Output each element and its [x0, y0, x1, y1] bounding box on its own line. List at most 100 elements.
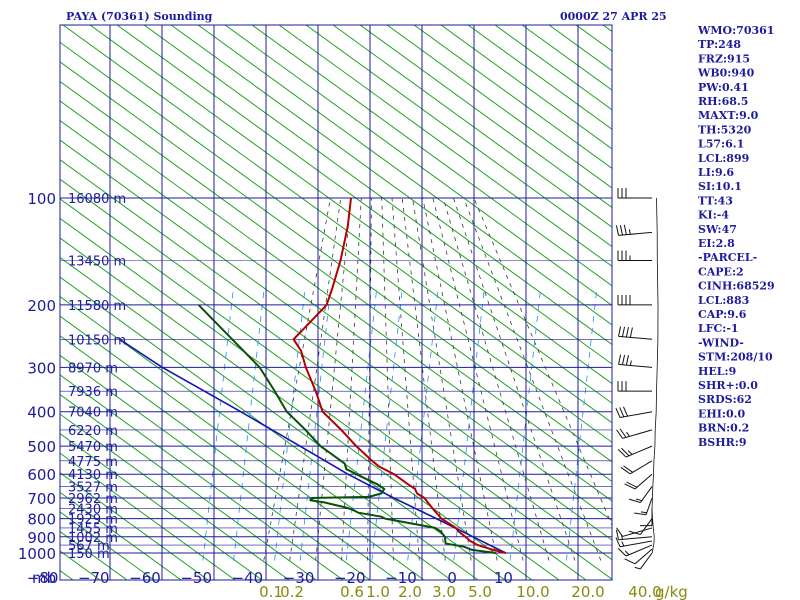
index-value: BSHR:9	[698, 436, 747, 449]
height-label: 5470 m	[68, 440, 118, 455]
dry-adiabat-line	[60, 217, 560, 580]
dry-adiabat-line	[170, 25, 612, 346]
wind-barb-shaft	[645, 497, 653, 515]
pressure-label: 600	[27, 466, 56, 484]
parcel-trace	[119, 338, 507, 554]
mixing-ratio-line	[233, 288, 265, 561]
wind-barb	[620, 460, 653, 475]
dry-adiabat-line	[60, 100, 612, 502]
wind-barb-flag	[624, 558, 636, 565]
dry-adiabat-line	[386, 25, 612, 189]
index-value: LCL:883	[698, 294, 749, 307]
height-label: 10150 m	[68, 333, 126, 348]
mixing-ratio-line	[407, 288, 439, 561]
index-value: SI:10.1	[698, 180, 742, 193]
wind-barb-flag	[618, 326, 622, 337]
mixing-ratio-label: 20.0	[571, 583, 604, 600]
index-value: TT:43	[698, 194, 733, 207]
mixing-ratio-label: 1.0	[366, 583, 390, 600]
pressure-label: 300	[27, 359, 56, 377]
wind-barb	[617, 445, 653, 458]
index-value: WB0:940	[697, 67, 755, 80]
moist-adiabat-line	[401, 197, 446, 561]
wind-barb-flag	[624, 483, 636, 490]
temperature-trace	[292, 197, 507, 554]
moist-adiabat-line	[381, 197, 394, 561]
wind-barb	[624, 548, 653, 565]
wind-barb-flag	[619, 407, 625, 418]
pressure-label: 1000	[18, 545, 56, 563]
dry-adiabat-line	[60, 315, 425, 580]
wind-barb	[615, 406, 653, 419]
dry-adiabat-line	[60, 335, 398, 580]
wind-barb	[634, 552, 653, 570]
mixing-ratio-label: 10.0	[516, 583, 549, 600]
dry-adiabat-line	[60, 393, 317, 580]
wind-barb	[616, 527, 653, 537]
plot-frame	[59, 24, 613, 581]
mixing-ratio-label: 3.0	[432, 583, 456, 600]
dry-adiabat-line	[60, 276, 479, 580]
pressure-label: 500	[27, 438, 56, 456]
moist-adiabat-line	[453, 197, 576, 561]
wind-barb-shaft	[639, 486, 653, 503]
pressure-label: 100	[27, 190, 56, 208]
wind-barb-flag	[623, 406, 629, 417]
wind-barb-shaft	[618, 335, 653, 340]
temperature-tick-label: 10	[494, 569, 513, 587]
wind-barb-flag	[621, 354, 626, 365]
index-value: LFC:-1	[698, 322, 739, 335]
wind-barb	[617, 188, 652, 199]
temperature-tick-label: −10	[385, 569, 417, 587]
wind-barb-half-flag	[626, 431, 630, 437]
dry-adiabat-line	[413, 25, 612, 170]
index-value: SRDS:62	[698, 393, 752, 406]
index-value: EHI:0.0	[698, 407, 745, 420]
height-label: 567 m	[68, 539, 110, 554]
index-value: HEL:9	[698, 365, 736, 378]
index-value: -PARCEL-	[698, 251, 757, 264]
index-value: BRN:0.2	[698, 422, 749, 435]
wind-barb-flag	[620, 447, 630, 457]
dry-adiabat-line	[197, 25, 612, 326]
dry-adiabat-line	[60, 452, 236, 580]
moist-adiabat-line	[473, 197, 612, 527]
wind-barb	[640, 508, 653, 527]
wind-barb-shaft	[634, 548, 653, 565]
wind-barb-shaft	[629, 460, 653, 475]
height-label: 7936 m	[68, 385, 118, 400]
wind-barb-half-flag	[629, 360, 632, 366]
wind-barb-flag	[619, 225, 623, 236]
wind-barb-shaft	[625, 445, 653, 458]
wind-barb	[618, 326, 653, 340]
wind-barb-flag	[629, 327, 633, 338]
index-value: CINH:68529	[698, 280, 775, 293]
dry-adiabat-line	[116, 25, 612, 385]
wind-barb-flag	[625, 355, 629, 366]
sounding-time: 0000Z 27 APR 25	[560, 10, 667, 23]
dry-adiabat-line	[60, 61, 612, 463]
wind-barb-flag	[620, 467, 631, 475]
wind-barb-flag	[615, 537, 621, 547]
dry-adiabat-line	[60, 159, 612, 561]
index-value: CAPE:2	[698, 265, 744, 278]
mixing-ratio-line	[509, 288, 541, 561]
pressure-label: 800	[27, 511, 56, 529]
moist-adiabat-line	[315, 197, 352, 561]
wind-barb-shaft	[639, 552, 653, 570]
wind-barb-flag	[623, 465, 634, 473]
dry-adiabat-line	[60, 354, 371, 580]
wind-profile-trace	[651, 197, 659, 554]
wind-barb-half-flag	[634, 566, 641, 570]
height-label: 11580 m	[68, 299, 126, 314]
height-label: 2962 m	[68, 492, 118, 507]
mixing-ratio-line	[202, 288, 234, 561]
height-label: 6220 m	[68, 424, 118, 439]
wind-barb-flag	[616, 429, 623, 439]
wind-barb	[628, 518, 653, 536]
station-title: PAYA (70361) Sounding	[66, 10, 213, 23]
pressure-label: 200	[27, 297, 56, 315]
wind-barb-half-flag	[640, 511, 647, 514]
index-value: PW:0.41	[698, 81, 749, 94]
